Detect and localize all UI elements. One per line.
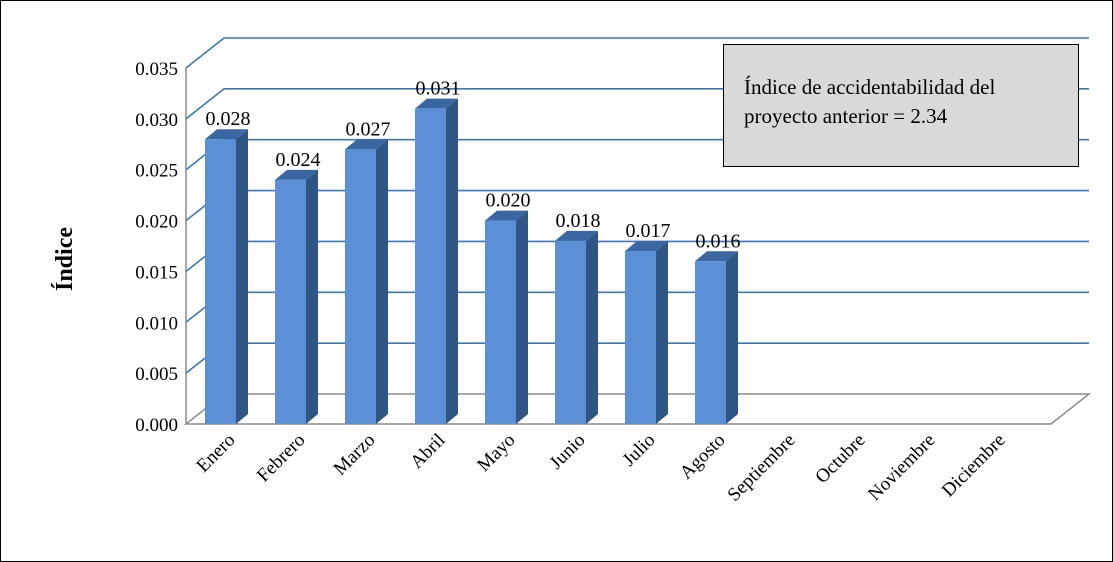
bar — [625, 241, 668, 424]
x-tick-label: Diciembre — [938, 430, 1010, 502]
gridline — [185, 189, 1089, 222]
x-tick-label: Junio — [546, 430, 590, 474]
x-tick-label: Mayo — [473, 430, 519, 476]
bar-top — [625, 241, 668, 252]
bar — [415, 98, 458, 424]
x-tick-label: Agosto — [676, 430, 730, 484]
data-label: 0.017 — [626, 220, 671, 242]
bar-side — [656, 241, 668, 424]
bar-top — [555, 230, 598, 241]
data-label: 0.027 — [346, 118, 391, 140]
bar — [695, 251, 738, 424]
y-tick-label: 0.020 — [135, 212, 178, 233]
data-label: 0.018 — [556, 210, 601, 232]
x-tick-label: Abril — [406, 430, 449, 473]
y-tick-label: 0.035 — [135, 59, 178, 80]
data-label: 0.028 — [206, 108, 251, 130]
x-tick-label: Noviembre — [864, 430, 939, 505]
y-tick-labels: 0.000 0.005 0.010 0.015 0.020 0.025 0.030 0.035 — [135, 59, 178, 436]
bar-front — [555, 240, 586, 424]
bar-front — [205, 139, 236, 424]
annotation-text: Índice de accidentabilidad del proyecto … — [744, 75, 996, 128]
bar-top — [485, 210, 528, 221]
bar — [345, 139, 388, 424]
x-tick-label: Enero — [193, 430, 240, 477]
y-tick-label: 0.025 — [135, 161, 178, 182]
x-tick-label: Febrero — [253, 430, 310, 487]
bar — [485, 210, 528, 424]
bar-side — [516, 210, 528, 424]
bar-side — [376, 139, 388, 424]
y-tick-label: 0.015 — [135, 262, 178, 283]
bar-side — [236, 129, 248, 424]
bar — [275, 169, 318, 424]
x-tick-labels: Enero Febrero Marzo Abril Mayo Junio Julio Agos… — [193, 430, 1010, 506]
y-axis-label: Índice — [52, 227, 78, 291]
bar-top — [345, 139, 388, 150]
bar-front — [415, 108, 446, 424]
bar-side — [306, 169, 318, 424]
data-label: 0.016 — [696, 230, 741, 252]
bar-top — [695, 251, 738, 262]
bar-top — [275, 169, 318, 180]
data-label: 0.020 — [486, 190, 531, 212]
y-tick-label: 0.010 — [135, 313, 178, 334]
x-tick-label: Marzo — [330, 430, 380, 480]
data-labels: 0.028 0.024 0.027 0.031 0.020 0.018 0.017 0.016 — [206, 78, 741, 253]
bar — [205, 129, 248, 424]
bar-front — [485, 220, 516, 424]
gridline — [185, 37, 1089, 69]
y-tick-label: 0.005 — [135, 364, 178, 385]
bar-front — [625, 251, 656, 424]
bar-side — [726, 251, 738, 424]
x-tick-label: Septiembre — [723, 430, 799, 506]
bars — [205, 98, 738, 424]
data-label: 0.031 — [416, 78, 461, 100]
bar-front — [695, 261, 726, 424]
data-label: 0.024 — [276, 149, 321, 171]
x-tick-label: Julio — [619, 430, 660, 471]
bar-side — [586, 230, 598, 424]
annotation-box: Índice de accidentabilidad del proyecto … — [723, 44, 1079, 167]
bar — [555, 230, 598, 424]
bar-front — [345, 149, 376, 424]
y-tick-label: 0.000 — [135, 415, 178, 436]
x-tick-label: Octubre — [811, 430, 869, 488]
bar-side — [446, 98, 458, 424]
bar-front — [275, 179, 306, 424]
bar-top — [415, 98, 458, 109]
bar-top — [205, 129, 248, 140]
y-tick-label: 0.030 — [135, 110, 178, 131]
